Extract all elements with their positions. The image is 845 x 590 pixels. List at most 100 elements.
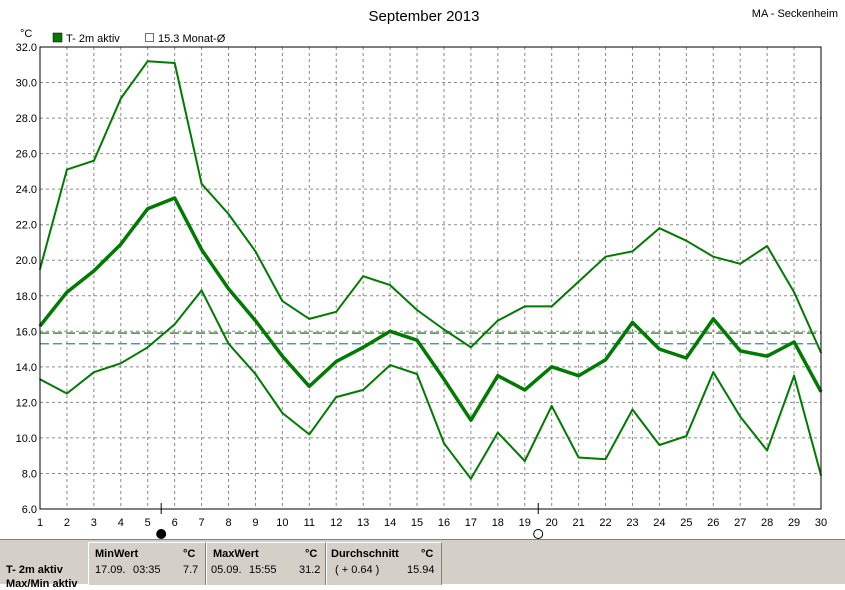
new-moon-icon	[156, 529, 167, 539]
x-tick-label: 30	[815, 517, 827, 529]
x-tick-label: 11	[304, 517, 315, 529]
max-unit: °C	[305, 548, 318, 560]
max-time: 15:55	[249, 564, 277, 576]
x-tick-label: 5	[145, 517, 151, 529]
data-point	[308, 317, 311, 320]
x-tick-label: 27	[734, 517, 746, 529]
reference-lines	[40, 332, 821, 345]
data-point	[66, 392, 68, 395]
x-tick-label: 6	[172, 517, 178, 529]
y-tick-label: 6.0	[22, 504, 37, 516]
max-header: MaxWert	[213, 548, 259, 560]
stats-row1-label: T- 2m aktiv	[6, 564, 63, 576]
data-point	[92, 371, 95, 374]
data-point	[362, 346, 365, 349]
data-point	[416, 373, 418, 375]
x-tick-label: 25	[680, 517, 692, 529]
data-point	[281, 300, 284, 302]
data-point	[200, 248, 203, 251]
plot-frame	[39, 46, 822, 510]
data-point	[308, 433, 311, 436]
y-axis-ticks: 6.0 8.0 10.0 12.0 14.0 16.0 18.0 20.0 22.0 24.0 26…	[16, 42, 37, 516]
temperature-chart: September 2013 MA - Seckenheim °C T- 2m …	[16, 8, 838, 539]
series-lines	[38, 60, 823, 480]
data-point	[146, 207, 149, 210]
data-point	[254, 250, 257, 253]
data-point	[496, 431, 499, 434]
data-point	[119, 362, 122, 365]
legend-series-swatch	[52, 32, 63, 43]
data-point	[92, 159, 95, 162]
data-point	[173, 323, 176, 326]
x-axis-ticks: 1 2 3 4 5 6 7 8 9 10 11 12 13 14 15 16 17 18 19 20 21 22 23 24 2…	[37, 517, 827, 529]
grid	[39, 46, 822, 510]
max-date: 05.09.	[211, 564, 242, 576]
data-point	[685, 357, 688, 359]
series-line	[39, 289, 822, 480]
y-tick-label: 18.0	[16, 291, 37, 303]
data-point	[173, 197, 176, 199]
x-tick-label: 17	[465, 517, 477, 529]
x-tick-label: 2	[64, 517, 70, 529]
data-point	[227, 287, 230, 290]
x-tick-label: 18	[492, 517, 504, 529]
data-point	[389, 364, 392, 366]
x-tick-label: 1	[37, 517, 43, 529]
data-point	[577, 280, 580, 283]
legend: T- 2m aktiv 15.3 Monat-Ø	[52, 32, 226, 45]
x-tick-label: 7	[199, 517, 205, 529]
data-point	[766, 355, 769, 358]
data-point	[119, 243, 122, 246]
y-tick-label: 24.0	[16, 184, 37, 196]
data-point	[631, 321, 634, 324]
full-moon-icon	[533, 529, 544, 539]
stats-avg-panel: Durchschnitt °C ( + 0.64 ) 15.94	[326, 542, 442, 585]
x-tick-label: 16	[438, 517, 450, 529]
series-line	[39, 60, 822, 354]
data-point	[739, 415, 742, 418]
data-point	[146, 346, 149, 349]
data-point	[793, 291, 795, 294]
x-tick-label: 10	[276, 517, 288, 529]
data-point	[92, 269, 95, 272]
data-point	[389, 330, 392, 333]
data-point	[119, 97, 122, 100]
series-line	[38, 196, 823, 422]
data-point	[793, 341, 795, 343]
x-tick-label: 3	[91, 517, 97, 529]
min-date: 17.09.	[95, 564, 126, 576]
data-point	[523, 305, 526, 308]
min-header: MinWert	[95, 548, 139, 560]
data-point	[389, 284, 392, 287]
data-point	[496, 374, 499, 377]
legend-series-label: T- 2m aktiv	[66, 33, 120, 45]
data-point	[604, 358, 607, 361]
data-point	[766, 449, 769, 452]
x-tick-label: 21	[572, 517, 584, 529]
station-name: MA - Seckenheim	[752, 8, 838, 20]
min-unit: °C	[183, 548, 196, 560]
data-point	[66, 291, 68, 294]
data-point	[604, 255, 607, 258]
data-point	[227, 342, 230, 345]
avg-value: 15.94	[407, 564, 435, 576]
data-point	[362, 275, 365, 278]
data-point	[335, 396, 338, 398]
data-point	[577, 374, 580, 377]
legend-mean-swatch	[145, 33, 154, 42]
x-tick-label: 8	[225, 517, 231, 529]
data-point	[66, 168, 68, 171]
y-tick-label: 20.0	[16, 255, 37, 267]
data-point	[496, 319, 499, 322]
y-tick-label: 32.0	[16, 42, 37, 54]
avg-delta: ( + 0.64 )	[335, 564, 380, 576]
data-point	[254, 319, 257, 322]
stats-min-panel: MinWert °C 17.09. 03:35 7.7	[88, 542, 206, 585]
data-point	[227, 213, 230, 215]
data-point	[443, 328, 445, 331]
x-tick-label: 4	[118, 517, 124, 529]
avg-header: Durchschnitt	[331, 548, 399, 560]
moon-phases	[156, 503, 544, 539]
data-point	[362, 389, 365, 391]
x-tick-label: 20	[546, 517, 558, 529]
